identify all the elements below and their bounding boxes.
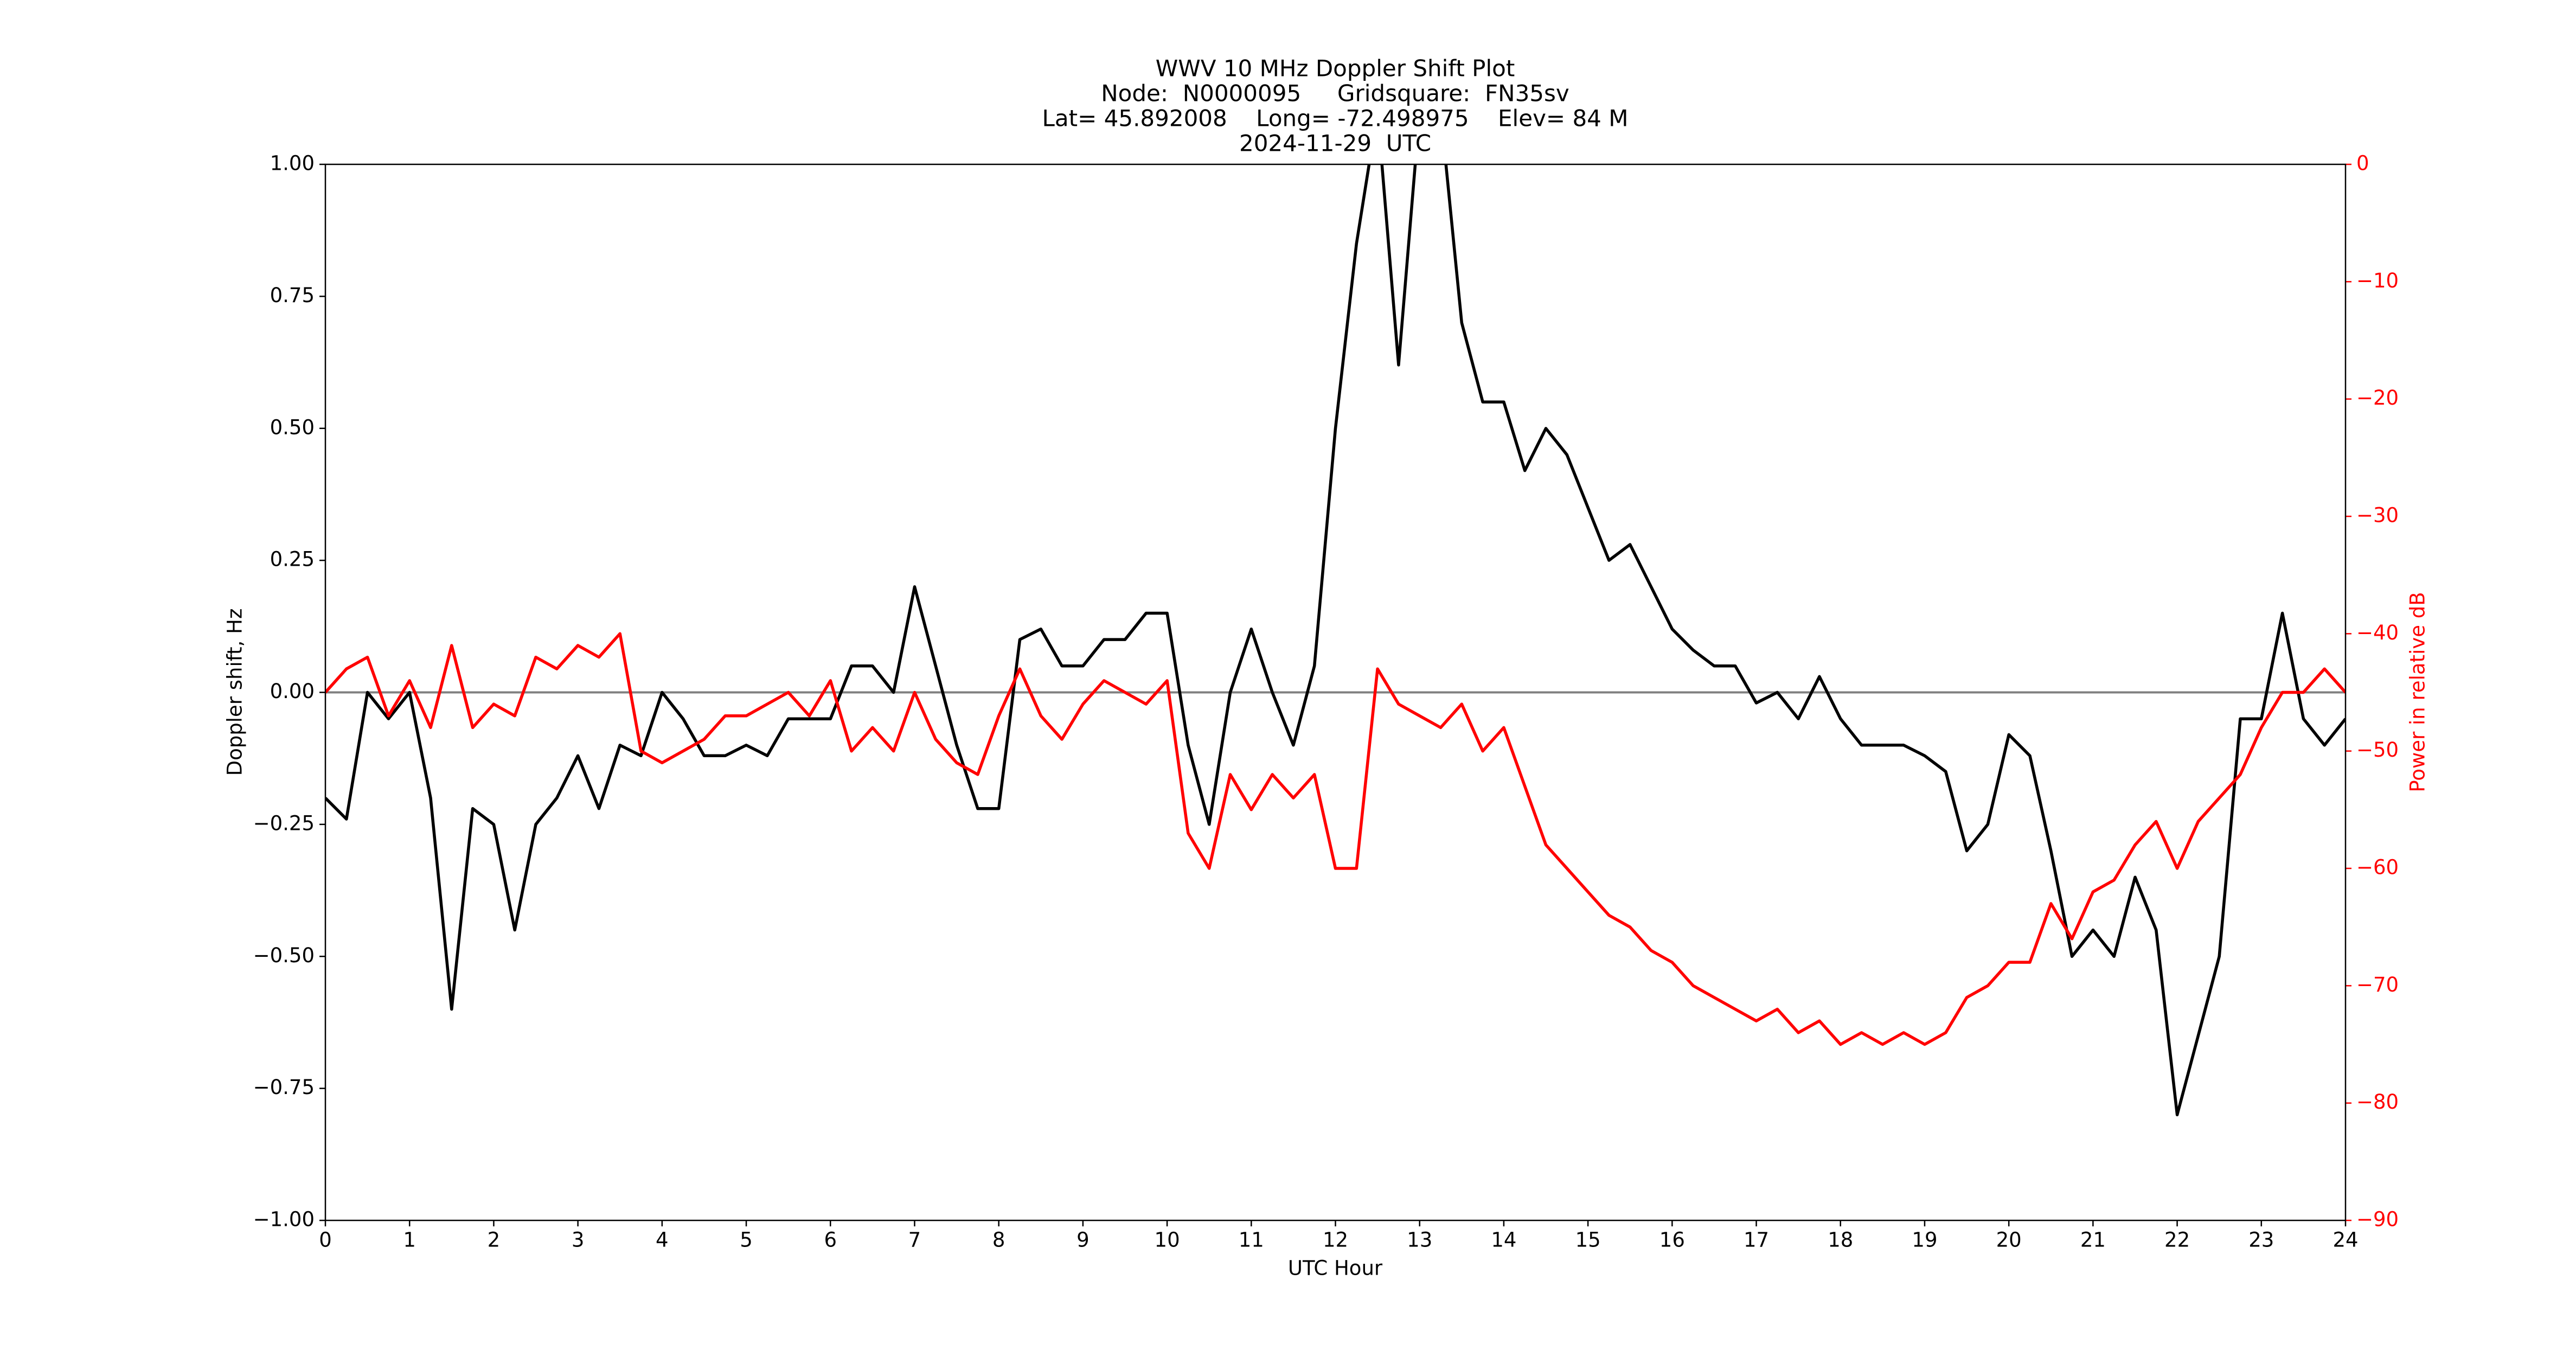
x-tick-label: 17 — [1744, 1229, 1769, 1252]
x-tick-label: 19 — [1912, 1229, 1937, 1252]
x-tick-label: 3 — [572, 1229, 585, 1252]
y2-tick-label: −20 — [2356, 386, 2399, 410]
y2-tick-label: 0 — [2356, 152, 2369, 175]
x-tick-label: 23 — [2248, 1229, 2274, 1252]
chart-subtitle: 2024-11-29 UTC — [1239, 130, 1431, 157]
x-tick-label: 16 — [1659, 1229, 1685, 1252]
y2-tick-label: −10 — [2356, 269, 2399, 292]
x-tick-label: 18 — [1828, 1229, 1853, 1252]
y-tick-label: 0.75 — [270, 284, 315, 307]
x-tick-label: 15 — [1575, 1229, 1601, 1252]
x-tick-label: 20 — [1996, 1229, 2022, 1252]
y2-tick-label: −60 — [2356, 856, 2399, 879]
y2-tick-label: −40 — [2356, 621, 2399, 644]
y2-axis-label: Power in relative dB — [2406, 592, 2430, 792]
x-tick-label: 24 — [2333, 1229, 2358, 1252]
y-tick-label: −0.25 — [253, 811, 315, 835]
chart-subtitle: Node: N0000095 Gridsquare: FN35sv — [1101, 80, 1569, 107]
plot-frame — [324, 163, 2347, 1221]
x-tick-label: 1 — [403, 1229, 416, 1252]
chart-title: WWV 10 MHz Doppler Shift Plot — [1156, 55, 1515, 82]
x-tick-label: 21 — [2080, 1229, 2106, 1252]
x-tick-label: 7 — [908, 1229, 921, 1252]
chart-subtitle: Lat= 45.892008 Long= -72.498975 Elev= 84… — [1042, 105, 1628, 132]
y2-tick-label: −50 — [2356, 738, 2399, 762]
x-tick-label: 4 — [656, 1229, 669, 1252]
y-tick-label: 0.25 — [270, 548, 315, 571]
y2-tick-label: −30 — [2356, 504, 2399, 527]
y2-tick-label: −70 — [2356, 973, 2399, 996]
x-tick-label: 9 — [1076, 1229, 1090, 1252]
y2-tick-label: −90 — [2356, 1208, 2399, 1231]
x-tick-label: 12 — [1323, 1229, 1348, 1252]
x-tick-label: 13 — [1407, 1229, 1432, 1252]
x-axis-label: UTC Hour — [1288, 1257, 1383, 1280]
y-tick-label: 1.00 — [270, 152, 315, 175]
x-tick-label: 0 — [319, 1229, 332, 1252]
x-tick-label: 2 — [488, 1229, 501, 1252]
x-tick-label: 8 — [992, 1229, 1005, 1252]
series-line — [325, 164, 2346, 1117]
x-tick-label: 14 — [1491, 1229, 1516, 1252]
x-tick-label: 5 — [740, 1229, 753, 1252]
y-tick-label: −0.50 — [253, 944, 315, 967]
x-tick-label: 11 — [1239, 1229, 1264, 1252]
y-tick-label: 0.00 — [270, 680, 315, 703]
x-tick-label: 10 — [1155, 1229, 1180, 1252]
y-tick-label: 0.50 — [270, 415, 315, 439]
y-tick-label: −0.75 — [253, 1076, 315, 1099]
y-tick-label: −1.00 — [253, 1208, 315, 1231]
x-tick-label: 22 — [2164, 1229, 2190, 1252]
x-tick-label: 6 — [824, 1229, 837, 1252]
y-axis-label: Doppler shift, Hz — [223, 609, 247, 776]
y2-tick-label: −80 — [2356, 1090, 2399, 1114]
series-line — [325, 632, 2346, 1046]
